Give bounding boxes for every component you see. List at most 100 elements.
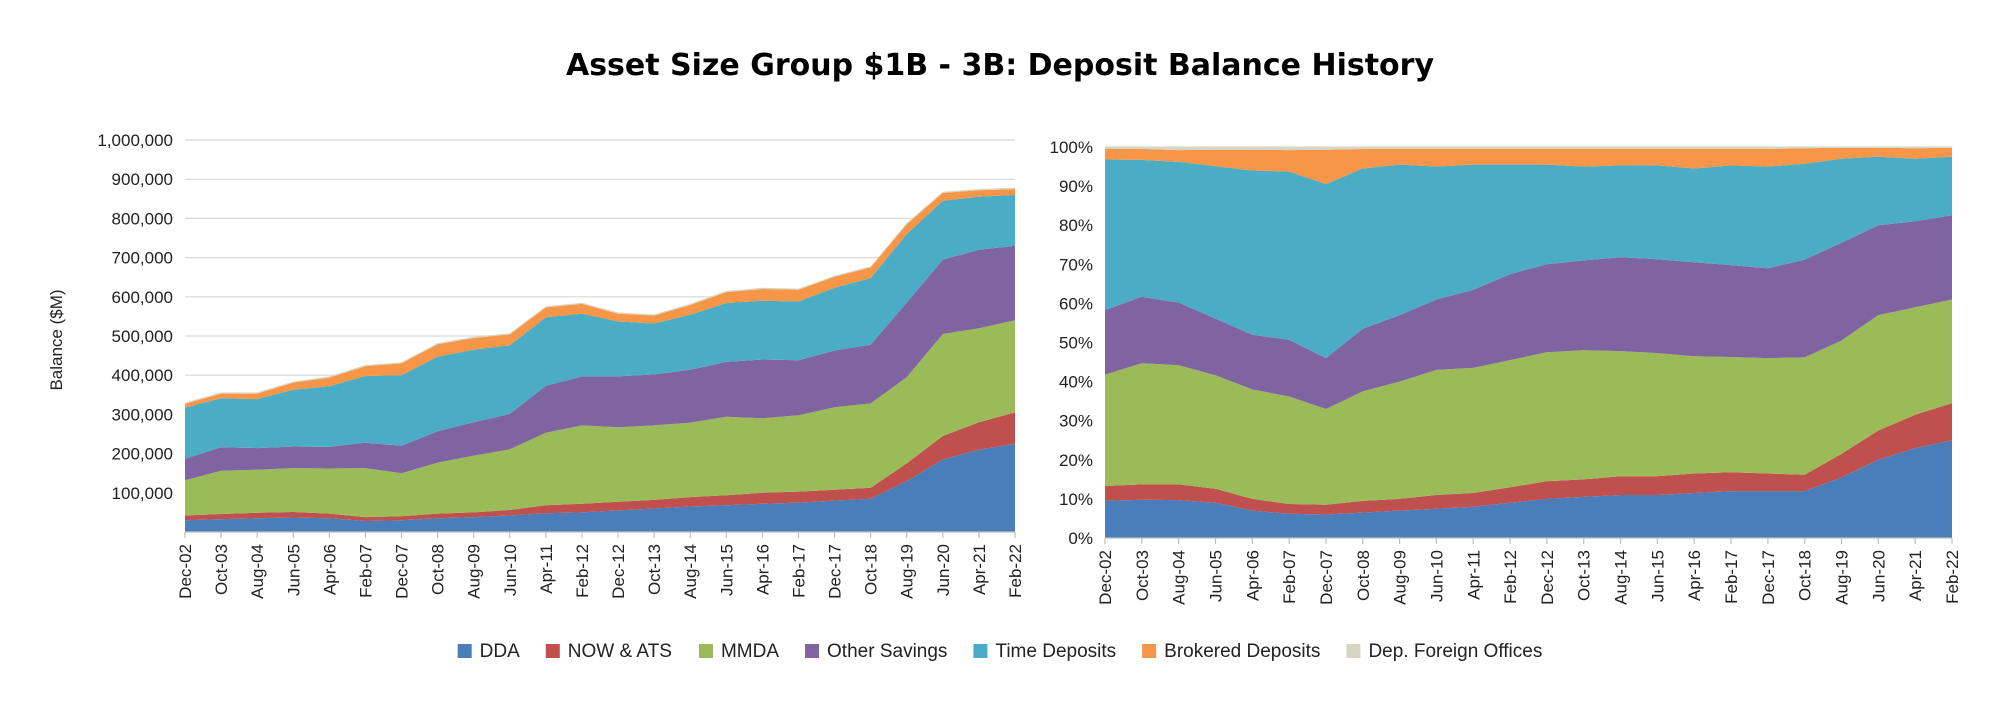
balance-y-tick-label: 500,000	[112, 327, 173, 346]
balance-stacked-area-chart: Balance ($M) 100,000 200,000 300,000 400,00…	[47, 131, 1025, 599]
balance-area-now-ats	[185, 412, 1015, 521]
share-area-brokered-deposits	[1105, 147, 1952, 185]
share-y-tick-label: 50%	[1059, 334, 1093, 353]
balance-area-dda	[185, 443, 1015, 532]
share-x-tick-label: Apr-21	[1906, 550, 1925, 601]
share-x-tick-label: Apr-16	[1685, 550, 1704, 601]
share-y-tick-label: 90%	[1059, 177, 1093, 196]
legend-swatch	[973, 644, 988, 658]
share-y-tick-label: 10%	[1059, 490, 1093, 509]
share-y-tick-label: 0%	[1068, 529, 1093, 548]
share-percent-area-chart: 0% 10% 20% 30% 40% 50% 60% 70% 80% 90% 100% Dec-02 O…	[1050, 138, 1962, 605]
legend-swatch	[1142, 644, 1157, 658]
share-area-time-deposits	[1105, 156, 1952, 359]
share-area-now-ats	[1105, 403, 1952, 515]
share-y-tick-label: 20%	[1059, 451, 1093, 470]
share-x-tick-label: Dec-17	[1759, 550, 1778, 605]
share-x-tick-label: Jun-15	[1648, 550, 1667, 602]
legend-label: Dep. Foreign Offices	[1368, 641, 1542, 662]
share-y-tick-label: 60%	[1059, 294, 1093, 313]
balance-x-tick-label: Dec-07	[393, 544, 412, 599]
share-y-tick-label: 30%	[1059, 412, 1093, 431]
share-x-tick-label: Dec-07	[1317, 550, 1336, 605]
balance-x-tick-label: Aug-04	[248, 544, 267, 599]
balance-x-tick-label: Aug-14	[681, 544, 700, 599]
balance-x-tick-label: Oct-13	[645, 544, 664, 595]
share-x-tick-label: Aug-04	[1170, 550, 1189, 605]
share-x-tick-label: Feb-17	[1722, 550, 1741, 604]
balance-y-tick-label: 800,000	[112, 209, 173, 228]
share-x-tick-label: Jun-20	[1869, 550, 1888, 602]
legend-swatch	[805, 644, 820, 658]
balance-y-tick-label: 400,000	[112, 366, 173, 385]
share-x-tick-label: Feb-12	[1501, 550, 1520, 604]
balance-area-other-savings	[185, 245, 1015, 481]
legend-swatch	[1346, 644, 1361, 658]
balance-x-tick-label: Dec-12	[609, 544, 628, 599]
balance-x-tick-label: Oct-18	[862, 544, 881, 595]
share-x-tick-label: Dec-12	[1538, 550, 1557, 605]
share-area-dda	[1105, 440, 1952, 538]
legend-swatch	[457, 644, 472, 658]
balance-x-tick-label: Jun-15	[717, 544, 736, 596]
share-x-tick-label: Feb-07	[1280, 550, 1299, 604]
balance-x-tick-label: Oct-08	[429, 544, 448, 595]
balance-x-tick-label: Dec-17	[826, 544, 845, 599]
legend-label: Other Savings	[827, 641, 947, 662]
legend-label: Brokered Deposits	[1164, 641, 1320, 662]
share-x-tick-label: Aug-14	[1612, 550, 1631, 605]
legend-label: DDA	[480, 641, 520, 662]
legend-swatch	[545, 644, 560, 658]
share-x-tick-label: Oct-18	[1796, 550, 1815, 601]
share-x-tick-label: Oct-08	[1354, 550, 1373, 601]
balance-x-tick-label: Jun-20	[934, 544, 953, 596]
balance-x-tick-label: Aug-19	[898, 544, 917, 599]
share-x-tick-label: Aug-19	[1833, 550, 1852, 605]
share-y-tick-label: 80%	[1059, 216, 1093, 235]
balance-y-tick-label: 900,000	[112, 170, 173, 189]
share-x-tick-label: Aug-09	[1391, 550, 1410, 605]
balance-y-tick-label: 100,000	[112, 484, 173, 503]
share-area-other-savings	[1105, 215, 1952, 409]
balance-x-tick-label: Aug-09	[465, 544, 484, 599]
balance-y-tick-label: 700,000	[112, 249, 173, 268]
balance-x-tick-label: Feb-17	[789, 544, 808, 598]
share-y-tick-label: 70%	[1059, 255, 1093, 274]
share-x-tick-label: Apr-11	[1464, 550, 1483, 600]
share-area-dep-foreign-offices	[1105, 147, 1952, 151]
y-axis-label: Balance ($M)	[47, 289, 66, 390]
share-x-tick-label: Jun-05	[1206, 550, 1225, 602]
legend-label: NOW & ATS	[568, 641, 672, 662]
balance-x-tick-label: Oct-03	[212, 544, 231, 595]
balance-x-tick-label: Apr-11	[537, 544, 556, 594]
balance-x-tick-label: Jun-05	[284, 544, 303, 596]
balance-y-tick-label: 600,000	[112, 288, 173, 307]
balance-x-tick-label: Apr-06	[320, 544, 339, 595]
share-x-tick-label: Jun-10	[1427, 550, 1446, 602]
balance-x-tick-label: Apr-21	[970, 544, 989, 595]
balance-x-tick-label: Jun-10	[501, 544, 520, 596]
balance-x-tick-label: Feb-22	[1006, 544, 1025, 598]
legend: DDA NOW & ATS MMDA Other Savings Time Deposi…	[457, 641, 1542, 662]
balance-y-tick-label: 300,000	[112, 405, 173, 424]
balance-area-mmda	[185, 320, 1015, 518]
balance-x-tick-label: Dec-02	[176, 544, 195, 599]
balance-y-tick-label: 200,000	[112, 445, 173, 464]
share-y-tick-label: 40%	[1059, 373, 1093, 392]
share-x-tick-label: Oct-03	[1133, 550, 1152, 601]
share-x-tick-label: Feb-22	[1943, 550, 1962, 604]
figure-title: Asset Size Group $1B - 3B: Deposit Balan…	[566, 48, 1434, 83]
share-x-tick-label: Oct-13	[1575, 550, 1594, 601]
legend-label: MMDA	[721, 641, 779, 662]
share-y-tick-label: 100%	[1050, 138, 1093, 157]
balance-y-tick-label: 1,000,000	[97, 131, 173, 150]
share-area-mmda	[1105, 299, 1952, 505]
share-x-tick-label: Dec-02	[1096, 550, 1115, 605]
balance-x-tick-label: Apr-16	[753, 544, 772, 595]
balance-area-time-deposits	[185, 194, 1015, 459]
balance-x-tick-label: Feb-07	[356, 544, 375, 598]
balance-x-tick-label: Feb-12	[573, 544, 592, 598]
legend-swatch	[698, 644, 713, 658]
share-x-tick-label: Apr-06	[1243, 550, 1262, 601]
